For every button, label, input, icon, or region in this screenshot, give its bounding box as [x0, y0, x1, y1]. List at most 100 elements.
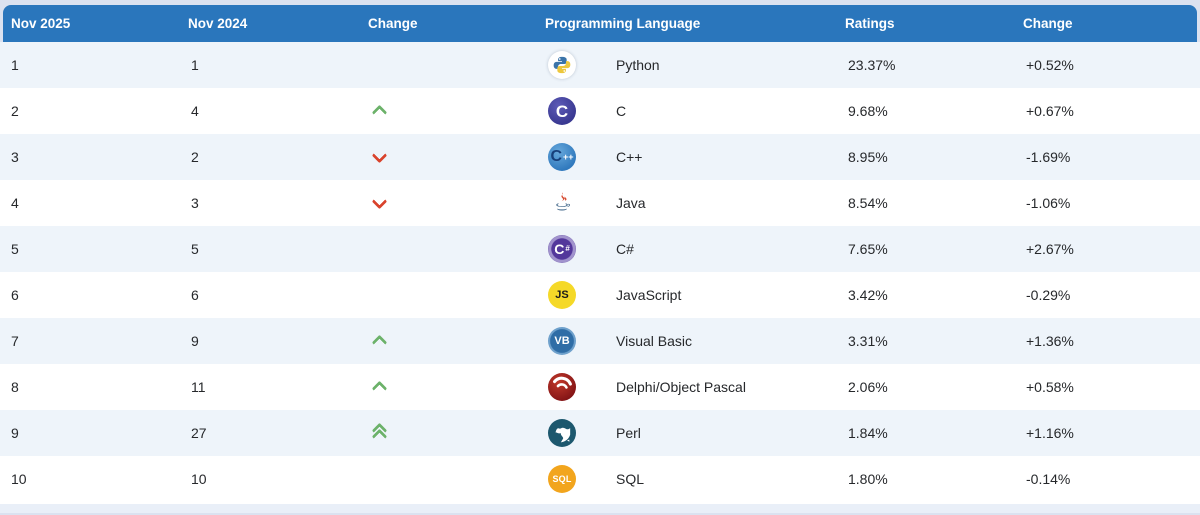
trend-arrow-icon [371, 286, 389, 302]
top-strip [0, 0, 1200, 5]
csharp-icon: C # [548, 235, 576, 263]
javascript-icon: JS [548, 281, 576, 309]
trend-arrow-icon [371, 148, 389, 164]
c-language-icon: C [548, 97, 576, 125]
language-cell: VB Visual Basic [539, 327, 839, 355]
ratings-cell: 1.80% [848, 471, 888, 487]
rank-cell: 10 [11, 471, 27, 487]
rank-cell: 8 [11, 379, 19, 395]
header-nov-2025: Nov 2025 [11, 16, 71, 31]
language-name: Delphi/Object Pascal [616, 379, 746, 395]
language-cell: Python [539, 51, 839, 79]
java-icon [548, 189, 576, 217]
language-name: Java [616, 195, 646, 211]
sql-icon: SQL [548, 465, 576, 493]
prev-rank-cell: 6 [191, 287, 199, 303]
trend-arrow-icon [371, 424, 389, 440]
header-change-pct: Change [1023, 16, 1073, 31]
ratings-cell: 3.42% [848, 287, 888, 303]
change-cell: +0.58% [1026, 379, 1074, 395]
change-cell: -1.69% [1026, 149, 1071, 165]
rank-cell: 4 [11, 195, 19, 211]
header-ratings: Ratings [845, 16, 895, 31]
language-name: C [616, 103, 627, 119]
prev-rank-cell: 9 [191, 333, 199, 349]
table-row: 4 3 Java 8.54% -1.06% [0, 180, 1200, 226]
language-name: C# [616, 241, 634, 257]
prev-rank-cell: 10 [191, 471, 207, 487]
next-row-partial [0, 502, 1200, 513]
table-row: 2 4 C C 9.68% +0.67% [0, 88, 1200, 134]
table-row: 8 11 Delphi/Object Pascal 2. [0, 364, 1200, 410]
trend-arrow-icon [371, 378, 389, 394]
trend-cell [371, 148, 539, 167]
change-cell: +1.36% [1026, 333, 1074, 349]
language-name: C++ [616, 149, 643, 165]
trend-cell [371, 470, 539, 489]
language-name: Visual Basic [616, 333, 693, 349]
trend-cell [371, 378, 539, 397]
change-cell: -0.29% [1026, 287, 1071, 303]
change-cell: -0.14% [1026, 471, 1071, 487]
prev-rank-cell: 1 [191, 57, 199, 73]
table-row: 7 9 VB Visual Basic 3.31% +1.36% [0, 318, 1200, 364]
table-row: 3 2 C ++ C++ 8.95% -1.69% [0, 134, 1200, 180]
change-cell: -1.06% [1026, 195, 1071, 211]
prev-rank-cell: 27 [191, 425, 207, 441]
table-row: 9 27 Perl 1.84% +1.16% [0, 410, 1200, 456]
rank-cell: 7 [11, 333, 19, 349]
language-cell: Java [539, 189, 839, 217]
prev-rank-cell: 2 [191, 149, 199, 165]
trend-cell [371, 194, 539, 213]
cpp-icon-letter: C [550, 148, 563, 165]
rank-cell: 6 [11, 287, 19, 303]
rank-cell: 5 [11, 241, 19, 257]
visual-basic-icon: VB [548, 327, 576, 355]
change-cell: +0.52% [1026, 57, 1074, 73]
ratings-cell: 3.31% [848, 333, 888, 349]
table-row: 5 5 C # C# 7.65% +2.67% [0, 226, 1200, 272]
trend-cell [371, 102, 539, 121]
language-cell: C ++ C++ [539, 143, 839, 171]
sql-icon-letters: SQL [552, 473, 572, 484]
prev-rank-cell: 11 [191, 379, 206, 395]
rank-cell: 3 [11, 149, 19, 165]
trend-cell [371, 424, 539, 443]
js-icon-letters: JS [555, 288, 569, 301]
ratings-cell: 23.37% [848, 57, 896, 73]
header-programming-language: Programming Language [545, 16, 701, 31]
vb-icon-letters: VB [554, 334, 570, 347]
header-change-trend: Change [368, 16, 418, 31]
prev-rank-cell: 5 [191, 241, 199, 257]
c-icon-letter: C [555, 101, 569, 121]
trend-arrow-icon [371, 102, 389, 118]
change-cell: +2.67% [1026, 241, 1074, 257]
language-name: SQL [616, 471, 645, 487]
trend-cell [371, 286, 539, 305]
trend-arrow-icon [371, 56, 389, 72]
language-name: JavaScript [616, 287, 682, 303]
table-row: 6 6 JS JavaScript 3.42% -0.29% [0, 272, 1200, 318]
ratings-cell: 9.68% [848, 103, 888, 119]
cpp-icon: C ++ [548, 143, 576, 171]
delphi-icon [548, 373, 576, 401]
csharp-icon-hash: # [565, 244, 570, 253]
rank-cell: 9 [11, 425, 19, 441]
rank-cell: 2 [11, 103, 19, 119]
ratings-cell: 8.54% [848, 195, 888, 211]
language-cell: C # C# [539, 235, 839, 263]
trend-cell [371, 332, 539, 351]
prev-rank-cell: 4 [191, 103, 199, 119]
python-icon [548, 51, 576, 79]
language-cell: C C [539, 97, 839, 125]
language-cell: JS JavaScript [539, 281, 839, 309]
language-cell: SQL SQL [539, 465, 839, 493]
cpp-icon-plusplus: ++ [563, 151, 574, 162]
ratings-cell: 2.06% [848, 379, 888, 395]
table-header: Nov 2025 Nov 2024 Change Programming Lan… [3, 5, 1197, 42]
ratings-cell: 7.65% [848, 241, 888, 257]
ratings-cell: 1.84% [848, 425, 888, 441]
header-nov-2024: Nov 2024 [188, 16, 248, 31]
language-name: Python [616, 57, 660, 73]
